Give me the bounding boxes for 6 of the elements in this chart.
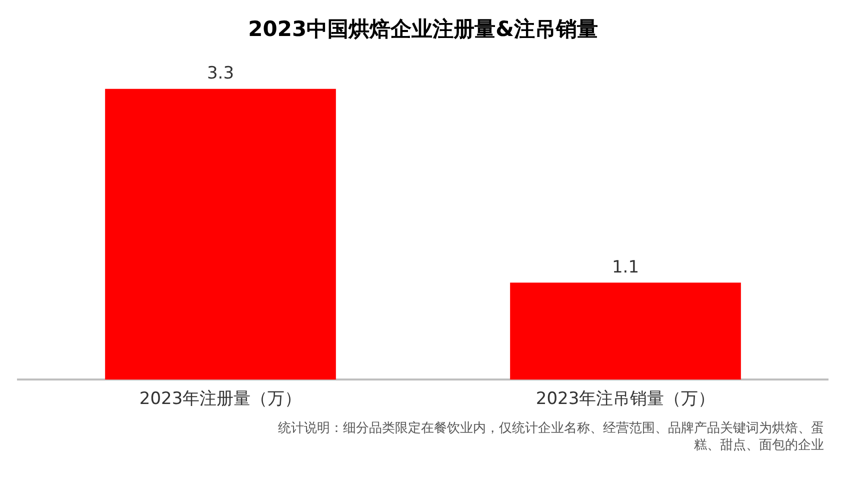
- x-tick-label: 2023年注册量（万）: [139, 389, 302, 410]
- text: 统计说明：细分品类限定在餐饮业内，仅统计企业名称、经营范围、品牌产品关键词为烘焙、蛋糕、甜点、面包的企业: [277, 420, 825, 454]
- x-tick-label: 2023年注吊销量（万）: [536, 389, 716, 410]
- data-label: 1.1: [612, 258, 640, 278]
- chart-title: 2023中国烘焙企业注册量&注吊销量: [248, 17, 598, 42]
- data-label: 3.3: [206, 64, 234, 84]
